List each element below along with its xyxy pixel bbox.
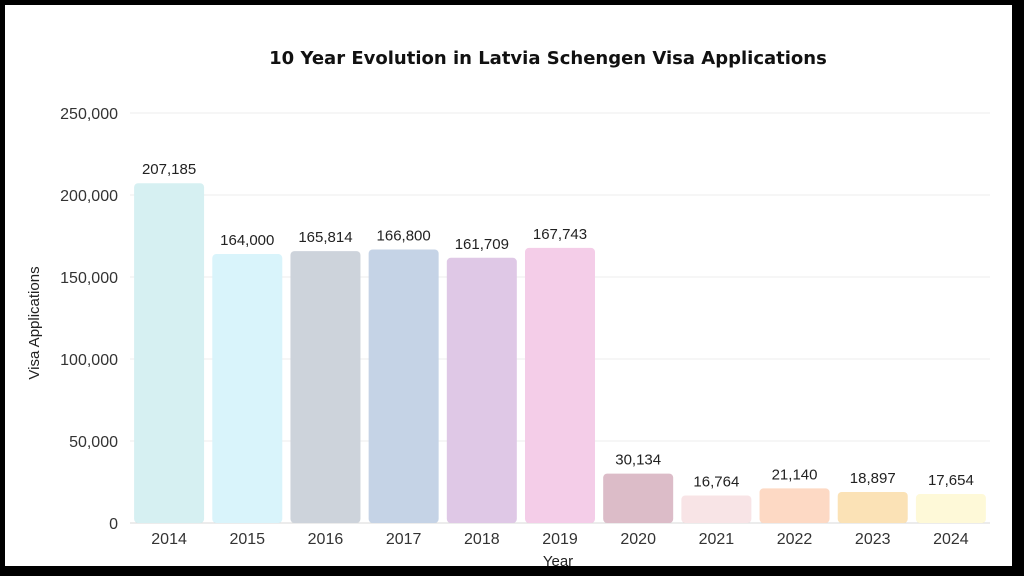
data-label: 161,709 [455, 236, 509, 253]
y-tick-label: 150,000 [60, 270, 118, 287]
data-label: 30,134 [615, 452, 661, 469]
y-axis-label: Visa Applications [26, 266, 43, 379]
y-tick-label: 200,000 [60, 188, 118, 205]
bar-2014 [134, 183, 205, 523]
data-label: 17,654 [928, 472, 974, 489]
x-tick-label: 2024 [933, 531, 969, 548]
x-tick-label: 2020 [620, 531, 656, 548]
bar-2022 [759, 488, 830, 523]
bar-2024 [915, 494, 986, 523]
chart-frame: 10 Year Evolution in Latvia Schengen Vis… [5, 5, 1012, 566]
data-label: 21,140 [772, 466, 818, 483]
bars: 207,185 164,000 165,814 166,800 161,709 167,7… [134, 161, 986, 524]
x-tick-label: 2017 [386, 531, 422, 548]
x-tick-label: 2023 [855, 531, 891, 548]
bar-2020 [603, 473, 674, 523]
y-axis-ticks: 0 50,000 100,000 150,000 200,000 250,000 [60, 106, 118, 533]
data-label: 18,897 [850, 470, 896, 487]
x-tick-label: 2021 [699, 531, 735, 548]
bar-2018 [446, 257, 517, 523]
y-tick-label: 50,000 [69, 434, 118, 451]
data-label: 166,800 [377, 227, 431, 244]
x-axis-ticks: 2014 2015 2016 2017 2018 2019 2020 2021 2022 2023… [151, 531, 969, 548]
x-tick-label: 2016 [308, 531, 344, 548]
bar-2019 [525, 247, 595, 523]
bar-2015 [212, 254, 283, 524]
data-label: 165,814 [298, 229, 352, 246]
data-label: 16,764 [693, 474, 739, 491]
bar-chart: 10 Year Evolution in Latvia Schengen Vis… [26, 48, 990, 566]
bar-2016 [290, 251, 361, 523]
y-tick-label: 100,000 [60, 352, 118, 369]
x-axis-label: Year [543, 553, 573, 566]
x-tick-label: 2015 [229, 531, 265, 548]
data-label: 167,743 [533, 226, 587, 243]
y-tick-label: 250,000 [60, 106, 118, 123]
data-label: 207,185 [142, 161, 196, 178]
chart-title: 10 Year Evolution in Latvia Schengen Vis… [269, 48, 827, 69]
bar-2017 [368, 249, 439, 523]
x-tick-label: 2018 [464, 531, 500, 548]
x-tick-label: 2019 [542, 531, 578, 548]
x-tick-label: 2022 [777, 531, 813, 548]
x-tick-label: 2014 [151, 531, 187, 548]
data-label: 164,000 [220, 232, 274, 249]
bar-2021 [681, 495, 752, 523]
y-tick-label: 0 [109, 516, 118, 533]
bar-2023 [837, 492, 908, 523]
